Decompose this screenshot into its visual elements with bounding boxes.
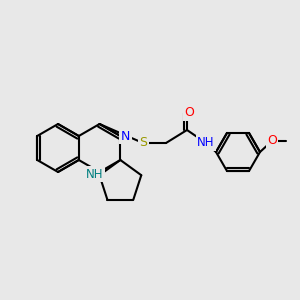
Text: O: O: [184, 106, 194, 119]
Text: NH: NH: [197, 136, 215, 149]
Text: N: N: [121, 130, 130, 142]
Text: NH: NH: [86, 167, 103, 181]
Text: O: O: [267, 134, 277, 146]
Text: S: S: [139, 136, 147, 149]
